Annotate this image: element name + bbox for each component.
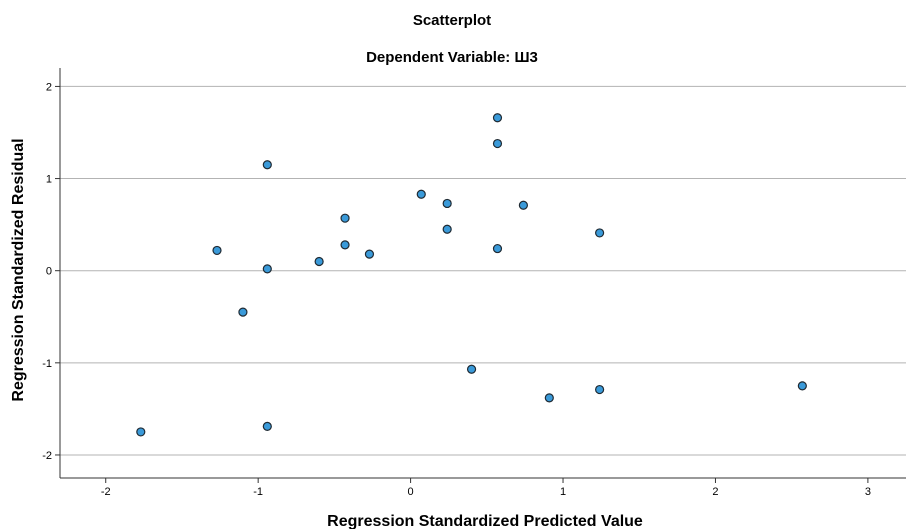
y-tick-label: -1 [42, 358, 52, 370]
data-point [262, 160, 272, 170]
x-tick-label: 1 [560, 486, 566, 498]
grid-lines [60, 85, 906, 456]
chart-subtitle: Dependent Variable: Ш3 [366, 49, 538, 66]
y-tick-label: -2 [42, 450, 52, 462]
chart-title: Scatterplot [413, 12, 491, 29]
data-point [314, 256, 324, 267]
data-point [442, 224, 452, 234]
data-point [364, 249, 375, 259]
x-axis-label: Regression Standardized Predicted Value [327, 513, 643, 529]
data-point [544, 393, 554, 403]
y-tick-label: 0 [46, 266, 52, 278]
data-point [212, 245, 222, 256]
data-point [492, 113, 503, 123]
data-point [518, 200, 528, 210]
axes [55, 68, 906, 483]
data-point [238, 307, 248, 317]
x-tick-label: 0 [408, 486, 414, 498]
data-point [466, 364, 477, 374]
data-point [340, 213, 350, 223]
data-point [595, 228, 605, 238]
y-axis-label: Regression Standardized Residual [10, 138, 27, 401]
data-point [492, 138, 503, 149]
data-point [136, 427, 146, 437]
x-tick-label: 2 [712, 486, 718, 498]
y-tick-label: 1 [46, 174, 52, 186]
data-point [442, 198, 452, 209]
x-tick-label: 3 [865, 486, 871, 498]
data-point [262, 264, 272, 274]
tick-labels: 2 1 0 -1 -2 -2 -1 0 1 2 3 [42, 81, 871, 498]
data-point [416, 189, 426, 199]
y-tick-label: 2 [46, 81, 52, 93]
data-point [262, 421, 272, 432]
data-point [492, 243, 503, 254]
data-point [340, 240, 350, 250]
data-point [595, 384, 605, 395]
x-tick-label: -1 [253, 486, 263, 498]
data-points [136, 113, 807, 437]
x-tick-label: -2 [101, 486, 111, 498]
data-point [797, 381, 807, 391]
